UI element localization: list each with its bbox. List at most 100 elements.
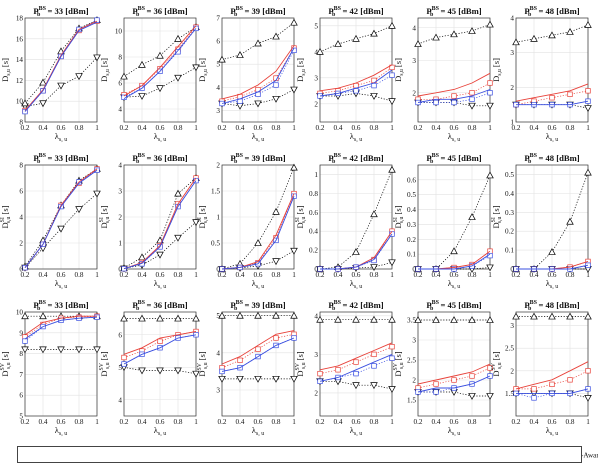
x-tick-label: 0.6: [254, 418, 263, 426]
panel-title-rest: = 42 [dBm]: [340, 300, 383, 310]
data-point-1: [468, 27, 476, 34]
data-point-1: [316, 47, 324, 55]
y-tick-label: 10: [115, 28, 123, 36]
x-tick-label: 1: [390, 124, 394, 132]
x-tick-label: 0.2: [21, 124, 30, 132]
y-axis-label-sup: SI: [393, 217, 399, 222]
y-axis-label-sup: SV: [197, 362, 203, 370]
y-axis-label-sub: s,u: [301, 69, 307, 76]
x-tick-label: 0.2: [512, 271, 521, 279]
panel-title-sub: b: [430, 306, 434, 312]
y-tick-label: 3: [314, 74, 318, 82]
data-point-2: [451, 377, 457, 383]
data-point-1: [530, 34, 538, 42]
y-tick-label: 3: [314, 351, 318, 359]
x-axis-label-main: λ: [154, 425, 159, 435]
x-tick-label: 0.8: [272, 418, 281, 426]
y-axis-label-unit: [s]: [393, 351, 403, 362]
data-point-0: [290, 86, 298, 94]
panel-title-sup: BS: [39, 6, 47, 12]
x-axis-label-sub: s, u: [158, 284, 166, 290]
x-tick-label: 0.8: [75, 124, 84, 132]
panel-r0-c3: 2 3 4 5 0.2 0.4 0.6 0.8 1 λs, u Ds,u [s] PBS b = 42 …: [295, 6, 396, 143]
y-axis-label-sub: s,u: [399, 69, 405, 76]
x-tick-label: 0.6: [156, 418, 165, 426]
data-point-0: [218, 375, 226, 383]
data-point-0: [272, 95, 280, 103]
panel-title-sub: b: [136, 306, 140, 312]
y-axis-label: DSVs,u [s]: [393, 351, 405, 376]
y-tick-label: 4: [314, 312, 318, 320]
data-point-3: [317, 378, 323, 384]
data-point-2: [121, 354, 127, 361]
series-line-1: [123, 26, 197, 77]
x-axis-label-sub: s, u: [59, 431, 67, 437]
y-tick-label: 2: [510, 84, 514, 92]
y-axis-label-unit: [s]: [99, 351, 109, 362]
y-axis-label-sup: SI: [99, 217, 105, 222]
x-tick-label: 0.6: [548, 418, 557, 426]
data-point-1: [414, 316, 422, 323]
x-tick-label: 0.6: [352, 124, 361, 132]
x-axis-label-sub: s, u: [256, 431, 264, 437]
x-tick-label: 1: [390, 271, 394, 279]
x-axis-label-main: λ: [252, 425, 257, 435]
series-line-4: [123, 177, 197, 270]
panel-title-sub: b: [136, 159, 140, 165]
panel-title-main: P: [426, 6, 431, 16]
y-axis-label-main: D: [491, 76, 501, 82]
y-tick-label: 6: [19, 188, 23, 196]
y-axis-label-main: D: [491, 371, 501, 377]
data-point-0: [236, 102, 244, 110]
y-axis-label-unit: [s]: [393, 205, 403, 216]
x-tick-label: 0.2: [512, 418, 521, 426]
data-point-1: [138, 314, 146, 322]
y-axis-label: DSVs,u [s]: [0, 351, 12, 376]
y-axis-label-unit: [s]: [295, 58, 305, 69]
y-axis-label-unit: [s]: [393, 58, 403, 69]
x-tick-label: 1: [194, 271, 198, 279]
y-tick-label: 0.5: [211, 240, 220, 248]
data-point-3: [22, 338, 28, 344]
panel-title-sup: BS: [432, 300, 440, 306]
series-line-2: [418, 82, 491, 100]
data-point-0: [486, 264, 494, 272]
panel-title-sup: BS: [530, 6, 538, 12]
x-tick-label: 1: [95, 418, 99, 426]
data-point-1: [272, 207, 280, 215]
series-line-4: [221, 330, 295, 365]
y-axis-label-unit: [s]: [491, 351, 501, 362]
data-point-0: [93, 54, 101, 62]
y-tick-label: 1: [216, 214, 220, 222]
y-tick-label: 5: [216, 61, 220, 69]
y-tick-label: 0.5: [407, 191, 416, 199]
panel-title-sub: b: [37, 12, 41, 18]
panel-title-sub: b: [332, 12, 336, 18]
panel-title-sub: b: [234, 12, 238, 18]
y-tick-label: 0.4: [505, 190, 514, 198]
data-point-0: [192, 370, 200, 378]
panel-title-sup: BS: [39, 153, 47, 159]
y-axis-label: DSVs,u [s]: [197, 351, 209, 376]
data-point-1: [120, 314, 128, 322]
data-point-2: [335, 367, 341, 373]
y-axis-label-sub: s,u: [399, 362, 405, 369]
data-point-0: [138, 367, 146, 375]
data-point-1: [272, 311, 280, 319]
panel-r0-c0: 8 10 12 14 16 18 0.2 0.4 0.6 0.8 1 λs, u Ds,u [s] PBS…: [0, 6, 101, 143]
y-tick-label: 2: [216, 162, 220, 170]
axes-frame: [123, 164, 197, 270]
panel-title-sup: BS: [334, 300, 342, 306]
x-axis-label-sub: s, u: [158, 137, 166, 143]
panel-title-sup: BS: [138, 300, 146, 306]
data-point-0: [57, 82, 65, 90]
y-axis-label: DSIs,u [s]: [393, 205, 405, 228]
y-axis-label: Ds,u [s]: [393, 58, 405, 82]
data-point-2: [469, 373, 475, 379]
series-line-5: [516, 264, 589, 270]
y-tick-label: 0.1: [505, 247, 514, 255]
series-line-4: [123, 331, 197, 355]
data-point-3: [433, 99, 439, 106]
data-point-2: [487, 80, 493, 86]
